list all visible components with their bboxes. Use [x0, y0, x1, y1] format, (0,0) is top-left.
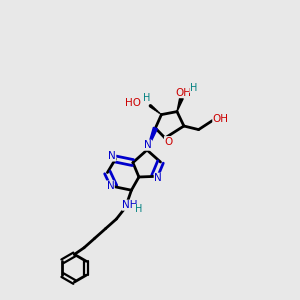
- Polygon shape: [147, 127, 158, 150]
- Polygon shape: [177, 98, 183, 112]
- Text: OH: OH: [175, 88, 191, 98]
- Text: H: H: [135, 204, 142, 214]
- Text: H: H: [143, 93, 151, 103]
- Text: H: H: [190, 82, 197, 93]
- Text: N: N: [154, 173, 162, 183]
- Text: NH: NH: [122, 200, 138, 210]
- Text: OH: OH: [213, 114, 229, 124]
- Text: N: N: [106, 181, 114, 191]
- Text: HO: HO: [125, 98, 141, 109]
- Text: O: O: [164, 136, 173, 147]
- Text: N: N: [108, 151, 116, 161]
- Text: N: N: [144, 140, 152, 150]
